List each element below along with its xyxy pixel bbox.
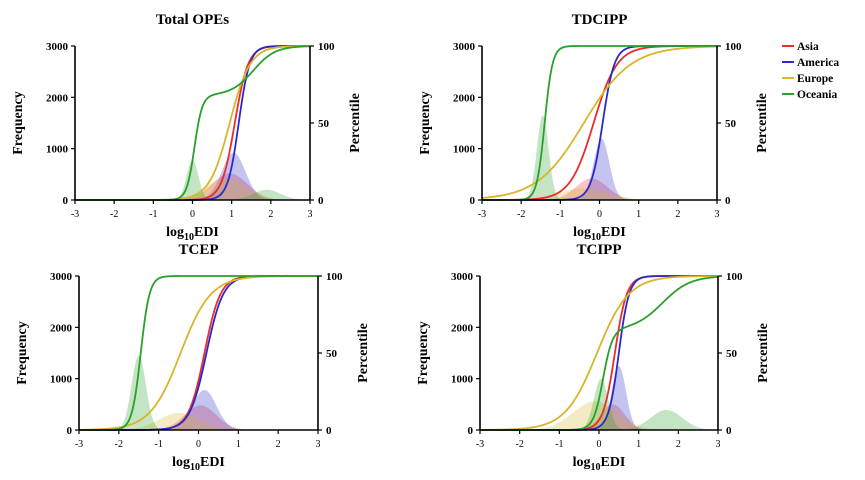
- x-tick-label: 2: [268, 209, 273, 220]
- y2-tick-label: 50: [326, 348, 338, 360]
- x-tick-label: 0: [597, 209, 602, 220]
- x-tick-label: 2: [276, 439, 281, 450]
- x-tick-label: 0: [190, 209, 195, 220]
- y-tick-label: 2000: [46, 92, 69, 104]
- y-tick-label: 0: [468, 425, 474, 437]
- chart-panel-3: -3 -2 -1 0 1 2 30100020003000050100TCEPlog10ED…: [15, 242, 371, 473]
- x-tick-label: 3: [715, 209, 720, 220]
- histogram-area-asia: [482, 178, 717, 200]
- x-tick-label: -3: [71, 209, 79, 220]
- percentile-line-europe: [480, 275, 718, 431]
- y2-axis-label: Percentile: [348, 93, 363, 153]
- chart-panel-2: -3 -2 -1 0 1 2 30100020003000050100TDCIPPlog10…: [418, 12, 770, 243]
- x-tick-label: -1: [154, 439, 162, 450]
- x-axis-label: log10EDI: [573, 225, 626, 243]
- x-tick-label: 1: [636, 209, 641, 220]
- x-tick-label: 1: [236, 439, 241, 450]
- histogram-area-europe: [79, 413, 318, 430]
- y-tick-label: 0: [67, 425, 73, 437]
- x-axis-label: log10EDI: [166, 225, 219, 243]
- y-tick-label: 0: [470, 195, 476, 207]
- histogram-area-oceania: [75, 159, 310, 200]
- y2-tick-label: 50: [318, 118, 330, 130]
- y-tick-label: 1000: [50, 374, 73, 386]
- y2-tick-label: 50: [725, 118, 737, 130]
- y2-tick-label: 0: [725, 195, 731, 207]
- x-tick-label: 1: [636, 439, 641, 450]
- legend-label-europe: Europe: [797, 73, 833, 85]
- y-tick-label: 2000: [451, 322, 474, 334]
- x-axis-label: log10EDI: [172, 455, 225, 473]
- histogram-area-asia: [79, 405, 318, 430]
- x-tick-label: -2: [115, 439, 123, 450]
- x-tick-label: 2: [675, 209, 680, 220]
- y2-tick-label: 0: [726, 425, 732, 437]
- x-tick-label: -1: [556, 209, 564, 220]
- histogram-area-america: [79, 389, 318, 430]
- x-tick-label: 3: [716, 439, 721, 450]
- y-tick-label: 3000: [50, 271, 73, 283]
- x-tick-label: -2: [515, 439, 523, 450]
- legend-label-oceania: Oceania: [797, 89, 837, 101]
- chart-panel-4: -3 -2 -1 0 1 2 30100020003000050100TCIPPlog10E…: [416, 242, 771, 473]
- y2-tick-label: 0: [318, 195, 324, 207]
- y-tick-label: 1000: [453, 144, 476, 156]
- x-tick-label: 3: [316, 439, 321, 450]
- histogram-area-america: [482, 138, 717, 200]
- y-tick-label: 1000: [46, 144, 69, 156]
- x-tick-label: 3: [308, 209, 313, 220]
- chart-title: TDCIPP: [572, 12, 628, 28]
- histogram-area-america: [75, 152, 310, 200]
- legend: Asia America Europe Oceania: [782, 41, 839, 101]
- histogram-area-europe: [75, 178, 310, 200]
- legend-label-america: America: [797, 57, 839, 69]
- y-axis-label: Frequency: [416, 321, 431, 385]
- y2-tick-label: 50: [726, 348, 738, 360]
- y2-tick-label: 0: [326, 425, 332, 437]
- y-tick-label: 2000: [50, 322, 73, 334]
- y-tick-label: 3000: [46, 41, 69, 53]
- x-tick-label: 2: [676, 439, 681, 450]
- y-axis-label: Frequency: [418, 91, 433, 155]
- y-tick-label: 0: [63, 195, 69, 207]
- chart-title: TCEP: [178, 242, 218, 258]
- x-tick-label: 1: [229, 209, 234, 220]
- x-tick-label: -1: [149, 209, 157, 220]
- percentile-line-oceania: [79, 275, 318, 431]
- y-axis-label: Frequency: [15, 321, 30, 385]
- percentile-line-europe: [481, 45, 718, 199]
- chart-title: Total OPEs: [156, 12, 229, 28]
- histogram-area-europe: [482, 188, 717, 200]
- y2-axis-label: Percentile: [356, 323, 371, 383]
- y-axis-label: Frequency: [11, 91, 26, 155]
- histogram-area-asia: [75, 173, 310, 200]
- y2-tick-label: 100: [326, 271, 343, 283]
- x-tick-label: -3: [478, 209, 486, 220]
- x-tick-label: -3: [75, 439, 83, 450]
- y-tick-label: 1000: [451, 374, 474, 386]
- chart-title: TCIPP: [577, 242, 622, 258]
- y2-tick-label: 100: [318, 41, 335, 53]
- x-tick-label: 0: [597, 439, 602, 450]
- histogram-area-oceania: [480, 378, 718, 430]
- x-tick-label: -1: [555, 439, 563, 450]
- y2-tick-label: 100: [725, 41, 742, 53]
- x-tick-label: -2: [110, 209, 118, 220]
- y2-tick-label: 100: [726, 271, 743, 283]
- x-tick-label: -2: [517, 209, 525, 220]
- histogram-area-asia: [480, 404, 718, 430]
- y2-axis-label: Percentile: [756, 323, 771, 383]
- y-tick-label: 3000: [453, 41, 476, 53]
- x-axis-label: log10EDI: [573, 455, 626, 473]
- y2-axis-label: Percentile: [755, 93, 770, 153]
- y-tick-label: 3000: [451, 271, 474, 283]
- legend-label-asia: Asia: [797, 41, 819, 53]
- y-tick-label: 2000: [453, 92, 476, 104]
- x-tick-label: -3: [476, 439, 484, 450]
- x-tick-label: 0: [196, 439, 201, 450]
- histogram-area-europe: [480, 401, 718, 430]
